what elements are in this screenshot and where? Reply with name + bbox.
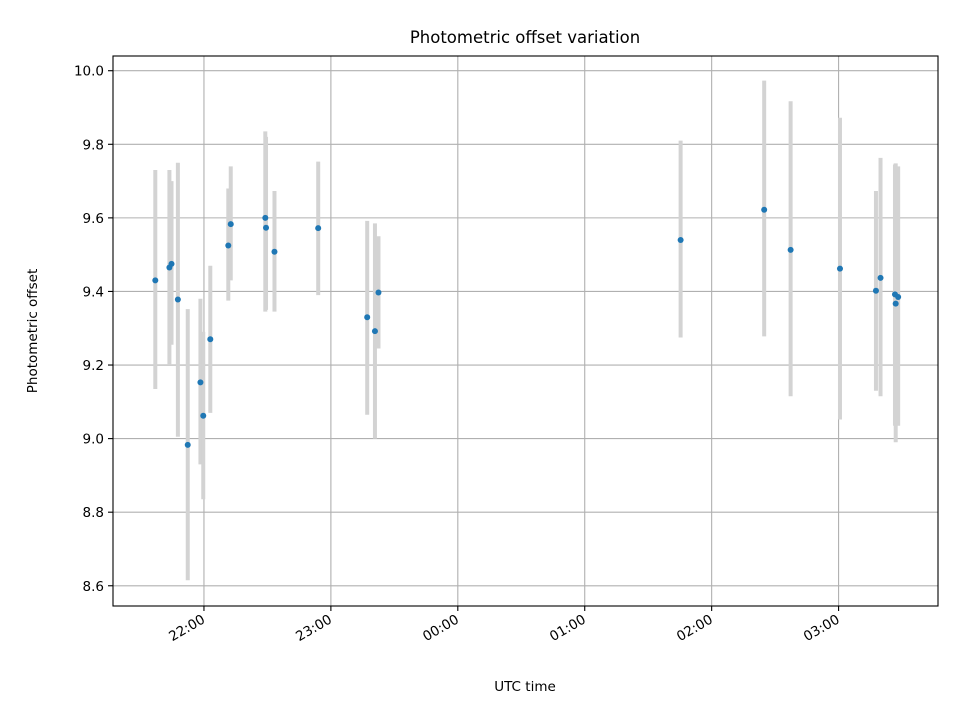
y-tick-label: 9.6: [83, 211, 104, 227]
data-point: [225, 242, 232, 249]
plot-frame: [112, 55, 939, 607]
data-point: [877, 274, 884, 281]
data-point: [271, 248, 278, 255]
data-points: [152, 206, 902, 448]
data-point: [892, 300, 899, 307]
data-point: [371, 328, 378, 335]
data-point: [787, 246, 794, 253]
data-point: [168, 260, 175, 267]
data-point: [375, 289, 382, 296]
y-tick-label: 8.6: [83, 579, 104, 595]
data-point: [677, 236, 684, 243]
data-point: [364, 314, 371, 321]
data-point: [197, 379, 204, 386]
data-point: [315, 225, 322, 232]
y-tick-label: 9.8: [83, 137, 104, 153]
data-point: [836, 265, 843, 272]
data-point: [184, 441, 191, 448]
y-tick-label: 10.0: [74, 64, 104, 80]
y-tick-label: 9.0: [83, 432, 104, 448]
data-point: [174, 296, 181, 303]
y-tick-label: 9.2: [83, 358, 104, 374]
y-tick-label: 8.8: [83, 505, 104, 521]
y-axis-label: Photometric offset: [25, 269, 41, 393]
data-point: [207, 336, 214, 343]
y-tick-label: 9.4: [83, 284, 104, 300]
data-point: [263, 224, 270, 231]
data-point: [152, 277, 159, 284]
y-axis-ticks: 8.6 8.8 9.0 9.2 9.4 9.6 9.8 10.0: [74, 64, 113, 595]
chart-title: Photometric offset variation: [410, 28, 640, 47]
data-point: [227, 221, 234, 228]
data-point: [761, 206, 768, 213]
data-point: [895, 293, 902, 300]
data-point: [872, 287, 879, 294]
x-axis-label: UTC time: [494, 679, 556, 695]
data-point: [262, 214, 269, 221]
data-point: [200, 412, 207, 419]
